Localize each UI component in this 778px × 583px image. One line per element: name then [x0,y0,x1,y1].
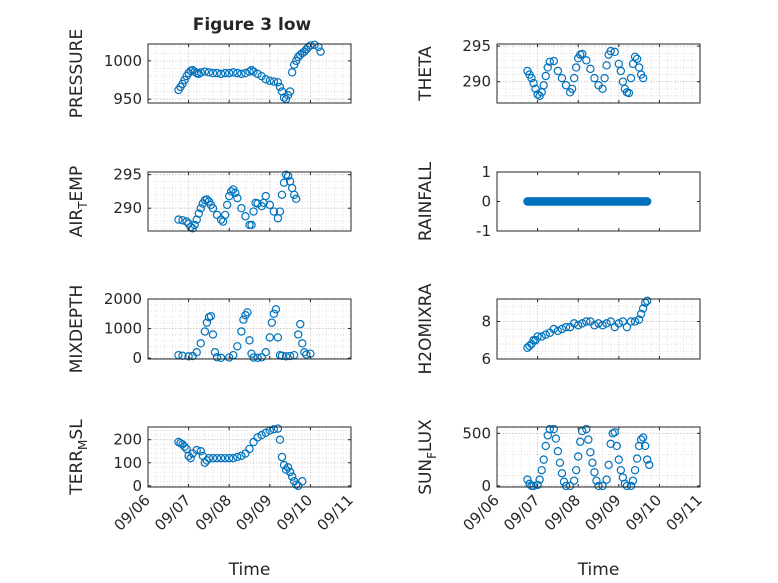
y-tick-label: 290 [462,73,491,91]
y-tick-label: 100 [113,454,142,472]
y-axis-label: H2OMIXRA [416,283,436,374]
y-tick-label: -1 [476,222,491,240]
y-tick-label: 8 [481,313,491,331]
y-axis-label: THETA [416,46,436,102]
y-tick-label: 0 [132,349,142,367]
y-tick-label: 295 [462,37,491,55]
x-axis-label: Time [577,560,620,580]
axes-background [148,299,351,359]
y-tick-label: 290 [113,199,142,217]
y-axis-label: PRESSURE [67,29,87,118]
y-tick-label: 500 [462,424,491,442]
y-axis-label: MIXDEPTH [67,285,87,374]
figure-title: Figure 3 low [193,15,312,35]
axes-background [148,427,351,487]
y-tick-label: 6 [481,350,491,368]
y-axis-label: RAINFALL [416,161,436,241]
y-tick-label: 0 [481,193,491,211]
y-tick-label: 950 [113,90,142,108]
y-tick-label: 295 [113,166,142,184]
figure: Figure 3 low 9501000PRESSURE 290295THETA2… [0,0,778,583]
y-axis-label: TERRMSL [67,419,90,496]
y-tick-label: 1 [481,163,491,181]
y-tick-label: 200 [113,431,142,449]
x-axis-label: Time [228,560,271,580]
y-tick-label: 2000 [104,290,142,308]
y-tick-label: 1000 [104,320,142,338]
y-tick-label: 1000 [104,52,142,70]
y-axis-label: AIRTEMP [67,166,90,237]
